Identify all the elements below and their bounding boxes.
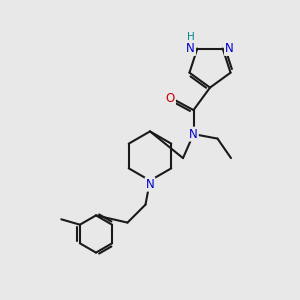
Text: N: N (146, 178, 154, 191)
Text: N: N (225, 42, 234, 55)
Text: O: O (166, 92, 175, 105)
Text: N: N (186, 42, 195, 55)
Text: N: N (189, 128, 198, 141)
Text: H: H (187, 32, 195, 42)
